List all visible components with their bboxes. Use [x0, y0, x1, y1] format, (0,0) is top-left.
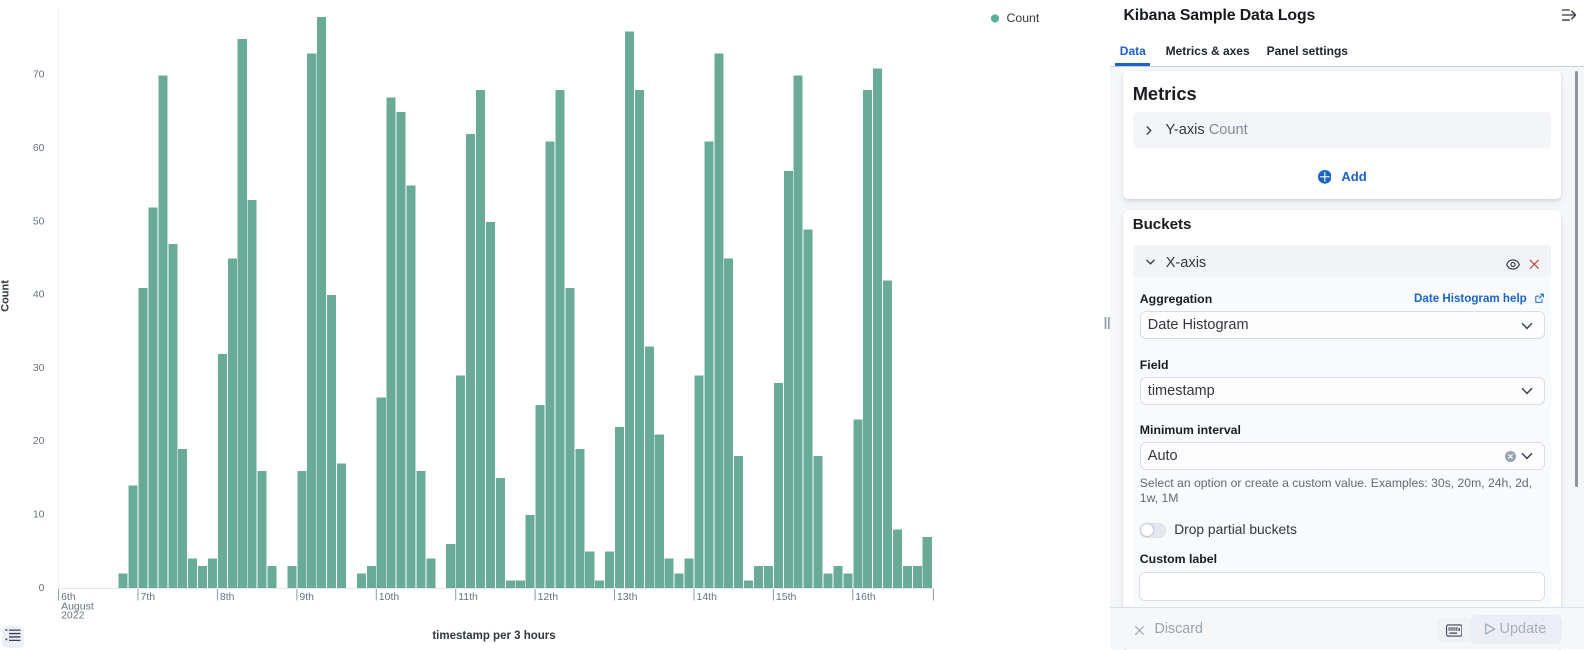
svg-text:14th: 14th: [697, 591, 718, 603]
svg-text:20: 20: [33, 435, 45, 447]
svg-text:50: 50: [33, 215, 45, 227]
svg-text:7th: 7th: [141, 591, 156, 603]
svg-text:9th: 9th: [299, 591, 314, 603]
svg-text:70: 70: [33, 69, 45, 81]
svg-text:0: 0: [39, 582, 45, 594]
svg-text:8th: 8th: [220, 591, 235, 603]
svg-text:August: August: [61, 600, 94, 612]
svg-text:30: 30: [33, 362, 45, 374]
svg-text:11th: 11th: [458, 591, 478, 603]
svg-text:6th: 6th: [61, 591, 76, 603]
svg-text:16th: 16th: [855, 591, 876, 603]
svg-text:2022: 2022: [61, 610, 85, 622]
svg-text:Count: Count: [0, 280, 12, 312]
svg-text:10: 10: [33, 509, 45, 521]
svg-text:10th: 10th: [379, 591, 400, 603]
svg-text:Count: Count: [1007, 11, 1040, 25]
svg-text:13th: 13th: [617, 591, 638, 603]
svg-text:60: 60: [33, 142, 45, 154]
svg-text:timestamp per 3 hours: timestamp per 3 hours: [432, 630, 555, 642]
svg-text:12th: 12th: [538, 591, 559, 603]
svg-text:15th: 15th: [776, 591, 797, 603]
svg-text:40: 40: [33, 289, 45, 301]
